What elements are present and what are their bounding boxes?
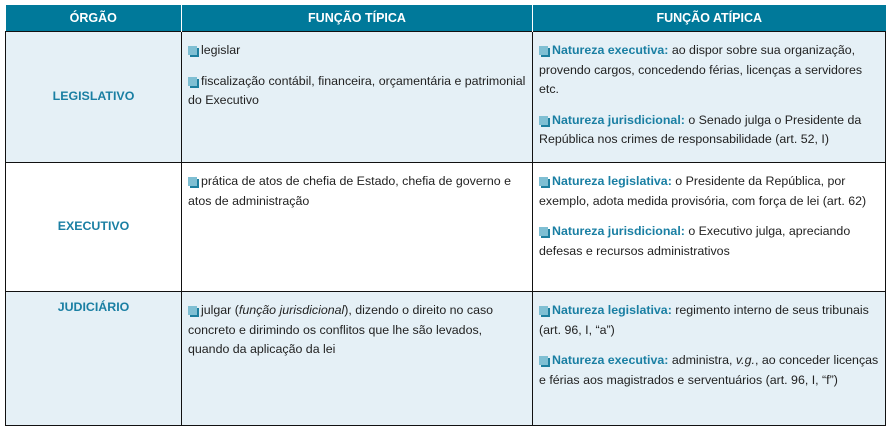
typical-function-cell: prática de atos de chefia de Estado, che…: [181, 162, 533, 292]
header-row: ÓRGÃO FUNÇÃO TÍPICA FUNÇÃO ATÍPICA: [5, 5, 886, 32]
organ-cell: LEGISLATIVO: [5, 31, 182, 163]
text: o Executivo julga, apreciando defesas e …: [539, 224, 851, 258]
text: regimento interno de seus tribunais (art…: [539, 303, 869, 337]
square-bullet-icon: [188, 76, 197, 86]
header-typical-function: FUNÇÃO TÍPICA: [181, 5, 533, 32]
nature-label: Natureza legislativa:: [552, 174, 672, 188]
atypical-function-cell: Natureza legislativa: regimento interno …: [532, 291, 886, 426]
square-bullet-icon: [539, 227, 548, 236]
list-item: Natureza jurisdicional: o Executivo julg…: [539, 222, 879, 261]
nature-label: Natureza jurisdicional:: [552, 224, 685, 238]
square-bullet-icon: [539, 177, 548, 186]
text: legislar: [201, 43, 241, 57]
atypical-function-cell: Natureza executiva: ao dispor sobre sua …: [532, 31, 886, 163]
header-organ: ÓRGÃO: [5, 5, 182, 32]
organ-cell: JUDICIÁRIO: [5, 291, 182, 426]
nature-label: Natureza jurisdicional:: [552, 112, 685, 127]
list-item: prática de atos de chefia de Estado, che…: [188, 172, 526, 211]
list-item: Natureza executiva: administra, v.g., ao…: [539, 351, 879, 390]
typical-function-cell: julgar (função jurisdicional), dizendo o…: [181, 291, 533, 426]
text: , ao conceder licenças e férias aos magi…: [539, 353, 879, 387]
italic-text: função jurisdicional: [238, 303, 345, 317]
text: administra,: [668, 353, 736, 367]
atypical-function-cell: Natureza legislativa: o Presidente da Re…: [532, 162, 886, 292]
functions-table: ÓRGÃO FUNÇÃO TÍPICA FUNÇÃO ATÍPICA LEGIS…: [5, 5, 886, 426]
list-item: legislar: [188, 41, 526, 61]
text: o Senado julga o Presidente da República…: [539, 112, 862, 147]
table-row: EXECUTIVO prática de atos de chefia de Es…: [5, 162, 886, 292]
square-bullet-icon: [539, 115, 548, 125]
text: ao dispor sobre sua organização, provend…: [539, 43, 863, 96]
square-bullet-icon: [539, 356, 548, 365]
list-item: Natureza legislativa: regimento interno …: [539, 301, 879, 340]
square-bullet-icon: [539, 306, 548, 315]
table-row: JUDICIÁRIO julgar (função jurisdicional),…: [5, 291, 886, 426]
nature-label: Natureza executiva:: [552, 43, 669, 57]
list-item: julgar (função jurisdicional), dizendo o…: [188, 301, 526, 360]
square-bullet-icon: [188, 46, 197, 55]
list-item: Natureza legislativa: o Presidente da Re…: [539, 172, 879, 211]
square-bullet-icon: [188, 306, 197, 315]
list-item: Natureza jurisdicional: o Senado julga o…: [539, 111, 879, 150]
nature-label: Natureza legislativa:: [552, 303, 672, 317]
header-atypical-function: FUNÇÃO ATÍPICA: [532, 5, 886, 32]
square-bullet-icon: [188, 177, 197, 186]
italic-text: v.g.: [735, 353, 755, 367]
list-item: fiscalização contábil, financeira, orçam…: [188, 72, 526, 111]
text: prática de atos de chefia de Estado, che…: [188, 174, 511, 208]
text: fiscalização contábil, financeira, orçam…: [188, 73, 526, 108]
table-row: LEGISLATIVO legislar fiscalização contábil…: [5, 31, 886, 163]
square-bullet-icon: [539, 46, 548, 55]
text: julgar (: [201, 303, 239, 317]
text: o Presidente da República, por exemplo, …: [539, 174, 867, 208]
nature-label: Natureza executiva:: [552, 353, 669, 367]
text: ), dizendo o direito no caso concreto e …: [188, 303, 494, 356]
list-item: Natureza executiva: ao dispor sobre sua …: [539, 41, 879, 100]
typical-function-cell: legislar fiscalização contábil, financeir…: [181, 31, 533, 163]
organ-cell: EXECUTIVO: [5, 162, 182, 292]
